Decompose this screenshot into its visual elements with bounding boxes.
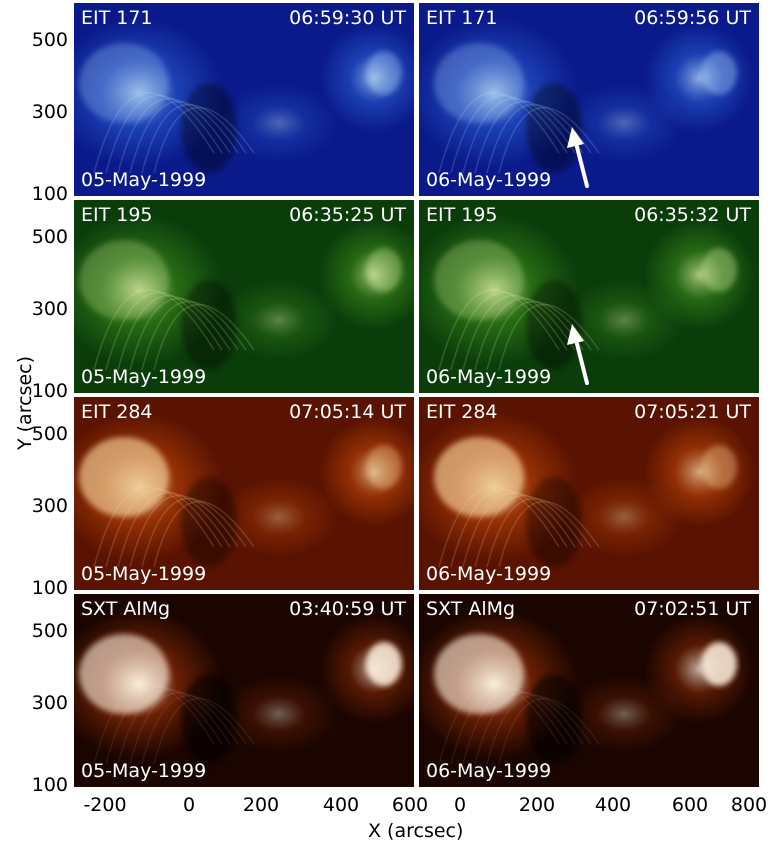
x-tick-label: 600 (671, 794, 709, 816)
solar-image (419, 3, 759, 196)
instrument-label: EIT 195 (426, 204, 498, 226)
image-panel: EIT 171 06:59:30 UT 05-May-1999 (74, 3, 414, 196)
arrow-icon (567, 324, 589, 385)
time-label: 06:59:30 UT (289, 7, 406, 29)
instrument-label: EIT 284 (426, 401, 498, 423)
time-label: 06:59:56 UT (634, 7, 751, 29)
y-axis-title: Y (arcsec) (14, 356, 36, 450)
date-label: 06-May-1999 (426, 563, 552, 585)
instrument-label: SXT AlMg (426, 598, 516, 620)
y-tick-label: 300 (31, 495, 68, 517)
x-tick-label: 0 (453, 794, 467, 816)
image-panel: SXT AlMg 07:02:51 UT 06-May-1999 (419, 594, 759, 787)
date-label: 06-May-1999 (426, 169, 552, 191)
image-panel: EIT 284 07:05:21 UT 06-May-1999 (419, 397, 759, 590)
date-label: 06-May-1999 (426, 760, 552, 782)
time-label: 06:35:25 UT (289, 204, 406, 226)
y-tick-label: 500 (31, 226, 68, 248)
image-panel: EIT 195 06:35:25 UT 05-May-1999 (74, 200, 414, 393)
y-tick-label: 100 (31, 183, 68, 205)
date-label: 05-May-1999 (81, 169, 207, 191)
y-tick-label: 300 (31, 298, 68, 320)
instrument-label: EIT 284 (81, 401, 153, 423)
y-tick-label: 500 (31, 423, 68, 445)
x-tick-label: 600 (391, 794, 429, 816)
x-tick-label: 200 (518, 794, 556, 816)
time-label: 03:40:59 UT (289, 598, 406, 620)
time-label: 07:05:14 UT (289, 401, 406, 423)
x-tick-label: -200 (83, 794, 127, 816)
solar-image (419, 200, 759, 393)
instrument-label: EIT 195 (81, 204, 153, 226)
image-panel: EIT 284 07:05:14 UT 05-May-1999 (74, 397, 414, 590)
image-panel: EIT 171 06:59:56 UT 06-May-1999 (419, 3, 759, 196)
date-label: 05-May-1999 (81, 366, 207, 388)
solar-image (419, 397, 759, 590)
instrument-label: EIT 171 (81, 7, 153, 29)
x-tick-label: 400 (322, 794, 360, 816)
arrow-icon (567, 127, 589, 188)
y-tick-label: 300 (31, 101, 68, 123)
instrument-label: EIT 171 (426, 7, 498, 29)
y-tick-label: 300 (31, 692, 68, 714)
x-tick-label: 800 (730, 794, 768, 816)
y-tick-label: 500 (31, 620, 68, 642)
solar-image (74, 397, 414, 590)
solar-image (419, 594, 759, 787)
y-tick-label: 100 (31, 380, 68, 402)
date-label: 06-May-1999 (426, 366, 552, 388)
date-label: 05-May-1999 (81, 563, 207, 585)
time-label: 06:35:32 UT (634, 204, 751, 226)
time-label: 07:02:51 UT (634, 598, 751, 620)
x-tick-label: 0 (182, 794, 196, 816)
time-label: 07:05:21 UT (634, 401, 751, 423)
y-tick-label: 100 (31, 577, 68, 599)
x-tick-label: 200 (242, 794, 280, 816)
y-tick-label: 100 (31, 774, 68, 796)
instrument-label: SXT AlMg (81, 598, 171, 620)
y-tick-label: 500 (31, 29, 68, 51)
x-tick-label: 400 (594, 794, 632, 816)
x-axis-title: X (arcsec) (368, 820, 464, 842)
solar-image (74, 3, 414, 196)
solar-image (74, 200, 414, 393)
image-panel: SXT AlMg 03:40:59 UT 05-May-1999 (74, 594, 414, 787)
image-panel: EIT 195 06:35:32 UT 06-May-1999 (419, 200, 759, 393)
solar-image (74, 594, 414, 787)
date-label: 05-May-1999 (81, 760, 207, 782)
